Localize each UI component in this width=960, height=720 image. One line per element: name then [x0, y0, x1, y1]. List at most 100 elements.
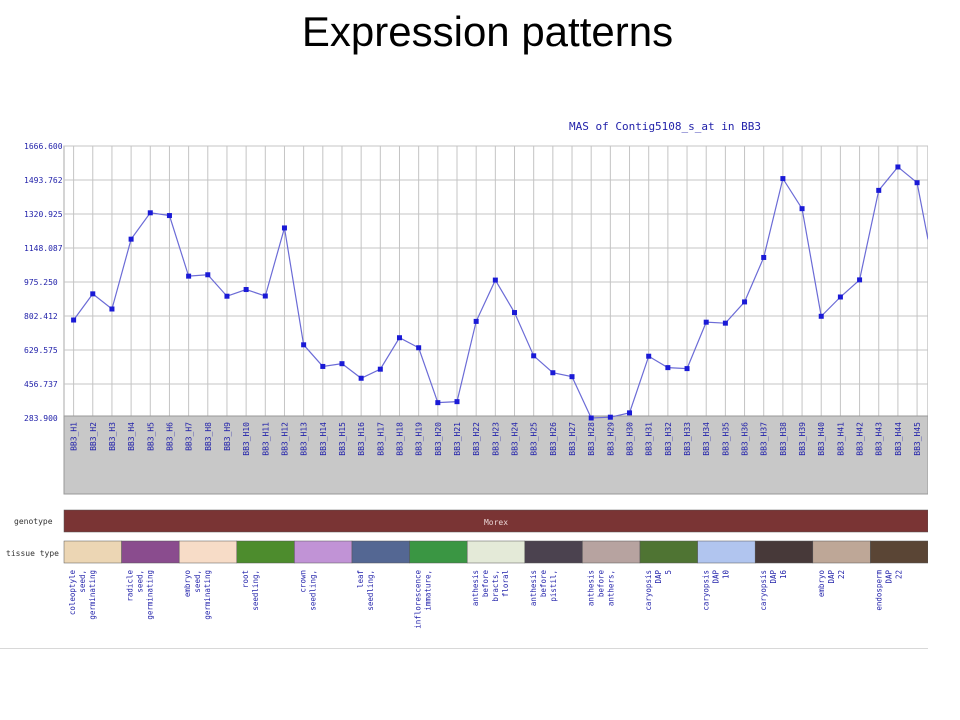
- x-tick-label: BB3_H1: [70, 422, 79, 451]
- data-point: [780, 176, 786, 182]
- data-point: [454, 399, 460, 405]
- y-tick-label: 283.900: [24, 414, 58, 423]
- tissue-label-word: seedling,: [308, 570, 317, 611]
- data-point: [320, 363, 326, 369]
- data-point: [224, 293, 230, 299]
- chart-panel: MAS of Contig5108_s_at in BB3 1666.600 14…: [0, 100, 929, 648]
- x-tick-label: BB3_H22: [472, 422, 481, 456]
- x-tick-label: BB3_H9: [223, 422, 232, 451]
- tissue-type-label: tissue type: [6, 549, 59, 558]
- tissue-swatch: [582, 540, 641, 564]
- x-tick-label: BB3_H31: [645, 422, 654, 456]
- tissue-label-word: anthers,: [606, 570, 615, 606]
- x-tick-label: BB3_H29: [606, 422, 615, 456]
- tissue-label-word: caryopsis: [702, 570, 711, 611]
- data-point: [377, 366, 383, 372]
- tissue-label-word: caryopsis: [644, 570, 653, 611]
- data-point: [607, 414, 613, 420]
- data-point: [128, 236, 134, 242]
- tissue-swatch: [870, 540, 929, 564]
- x-tick-labels: BB3_H1 BB3_H2 BB3_H3 BB3_H4 BB3_H5 BB3_H6 BB3_…: [70, 422, 922, 456]
- x-tick-label: BB3_H25: [530, 422, 539, 456]
- tissue-swatch: [754, 540, 814, 564]
- tissue-label-word: embryo: [817, 570, 826, 598]
- x-tick-label: BB3_H15: [338, 422, 347, 456]
- tissue-label-word: germinating: [146, 570, 155, 620]
- data-point: [243, 287, 249, 293]
- data-point: [531, 353, 537, 359]
- tissue-label-word: before: [481, 570, 490, 598]
- x-tick-label: BB3_H6: [165, 422, 174, 451]
- data-point: [550, 370, 556, 376]
- tissue-label-word: 22: [837, 570, 846, 579]
- x-tick-label: BB3_H16: [357, 422, 366, 456]
- tissue-label-word: seedling,: [251, 570, 260, 611]
- tissue-swatch: [178, 540, 238, 564]
- tissue-label-word: 16: [779, 570, 788, 580]
- tissue-label-word: seedling,: [366, 570, 375, 611]
- x-tick-label: BB3_H20: [434, 422, 443, 456]
- tissue-swatch: [63, 540, 122, 564]
- x-tick-label: BB3_H42: [856, 422, 865, 456]
- x-tick-label: BB3_H14: [319, 422, 328, 456]
- data-point: [703, 319, 709, 325]
- x-tick-label: BB3_H26: [549, 422, 558, 456]
- tissue-label-word: immature,: [424, 570, 433, 611]
- chart-title: MAS of Contig5108_s_at in BB3: [569, 120, 761, 133]
- data-point: [684, 366, 690, 372]
- tissue-label-word: DAP: [769, 570, 778, 584]
- panel-bottom-border: [0, 648, 928, 649]
- tissue-swatch: [639, 540, 698, 564]
- data-point: [71, 317, 77, 323]
- x-tick-label: BB3_H43: [875, 422, 884, 456]
- tissue-swatch: [121, 540, 180, 564]
- x-tick-label: BB3_H35: [721, 422, 730, 456]
- x-tick-label: BB3_H36: [741, 422, 750, 456]
- tissue-label-word: seed,: [136, 570, 145, 593]
- tissue-label-word: seed,: [78, 570, 87, 593]
- x-tick-label: BB3_H39: [798, 422, 807, 456]
- data-point: [627, 410, 633, 416]
- data-point: [205, 272, 211, 278]
- grid: [63, 145, 929, 419]
- data-point: [742, 299, 748, 305]
- data-point: [262, 293, 268, 299]
- tissue-swatch: [351, 540, 410, 564]
- expression-chart: MAS of Contig5108_s_at in BB3 1666.600 14…: [6, 120, 929, 629]
- y-tick-label: 1493.762: [24, 176, 63, 185]
- tissue-label-word: anthesis: [529, 570, 538, 606]
- x-tick-label: BB3_H2: [89, 422, 98, 451]
- series-line-path: [73, 166, 929, 419]
- tissue-type-bar: [63, 540, 929, 564]
- x-tick-label: BB3_H41: [836, 422, 845, 456]
- x-tick-label: BB3_H38: [779, 422, 788, 456]
- series-markers: [71, 164, 920, 421]
- data-point: [722, 320, 728, 326]
- data-point: [646, 353, 652, 359]
- tissue-label-word: endosperm: [874, 570, 883, 611]
- data-point: [895, 164, 901, 170]
- tissue-swatch: [409, 540, 468, 564]
- tissue-swatch: [294, 540, 353, 564]
- y-tick-label: 975.250: [24, 278, 58, 287]
- data-point: [512, 310, 518, 316]
- data-point: [837, 294, 843, 300]
- data-point: [588, 415, 594, 421]
- data-point: [281, 225, 287, 231]
- y-tick-label: 1320.925: [24, 210, 63, 219]
- x-tick-label: BB3_H12: [280, 422, 289, 456]
- tissue-label-word: embryo: [183, 570, 192, 598]
- tissue-swatch: [812, 540, 871, 564]
- tissue-label-word: inflorescence: [414, 570, 423, 629]
- data-point: [799, 206, 805, 212]
- data-point: [186, 273, 192, 279]
- x-tick-label: BB3_H37: [760, 422, 769, 456]
- data-point: [914, 180, 920, 186]
- tissue-label-word: before: [539, 570, 548, 598]
- x-tick-label: BB3_H33: [683, 422, 692, 456]
- data-point: [416, 345, 422, 351]
- series-line: [73, 166, 929, 419]
- tissue-label-word: radicle: [126, 570, 135, 602]
- tissue-label-word: germinating: [203, 570, 212, 620]
- tissue-label-word: DAP: [654, 570, 663, 584]
